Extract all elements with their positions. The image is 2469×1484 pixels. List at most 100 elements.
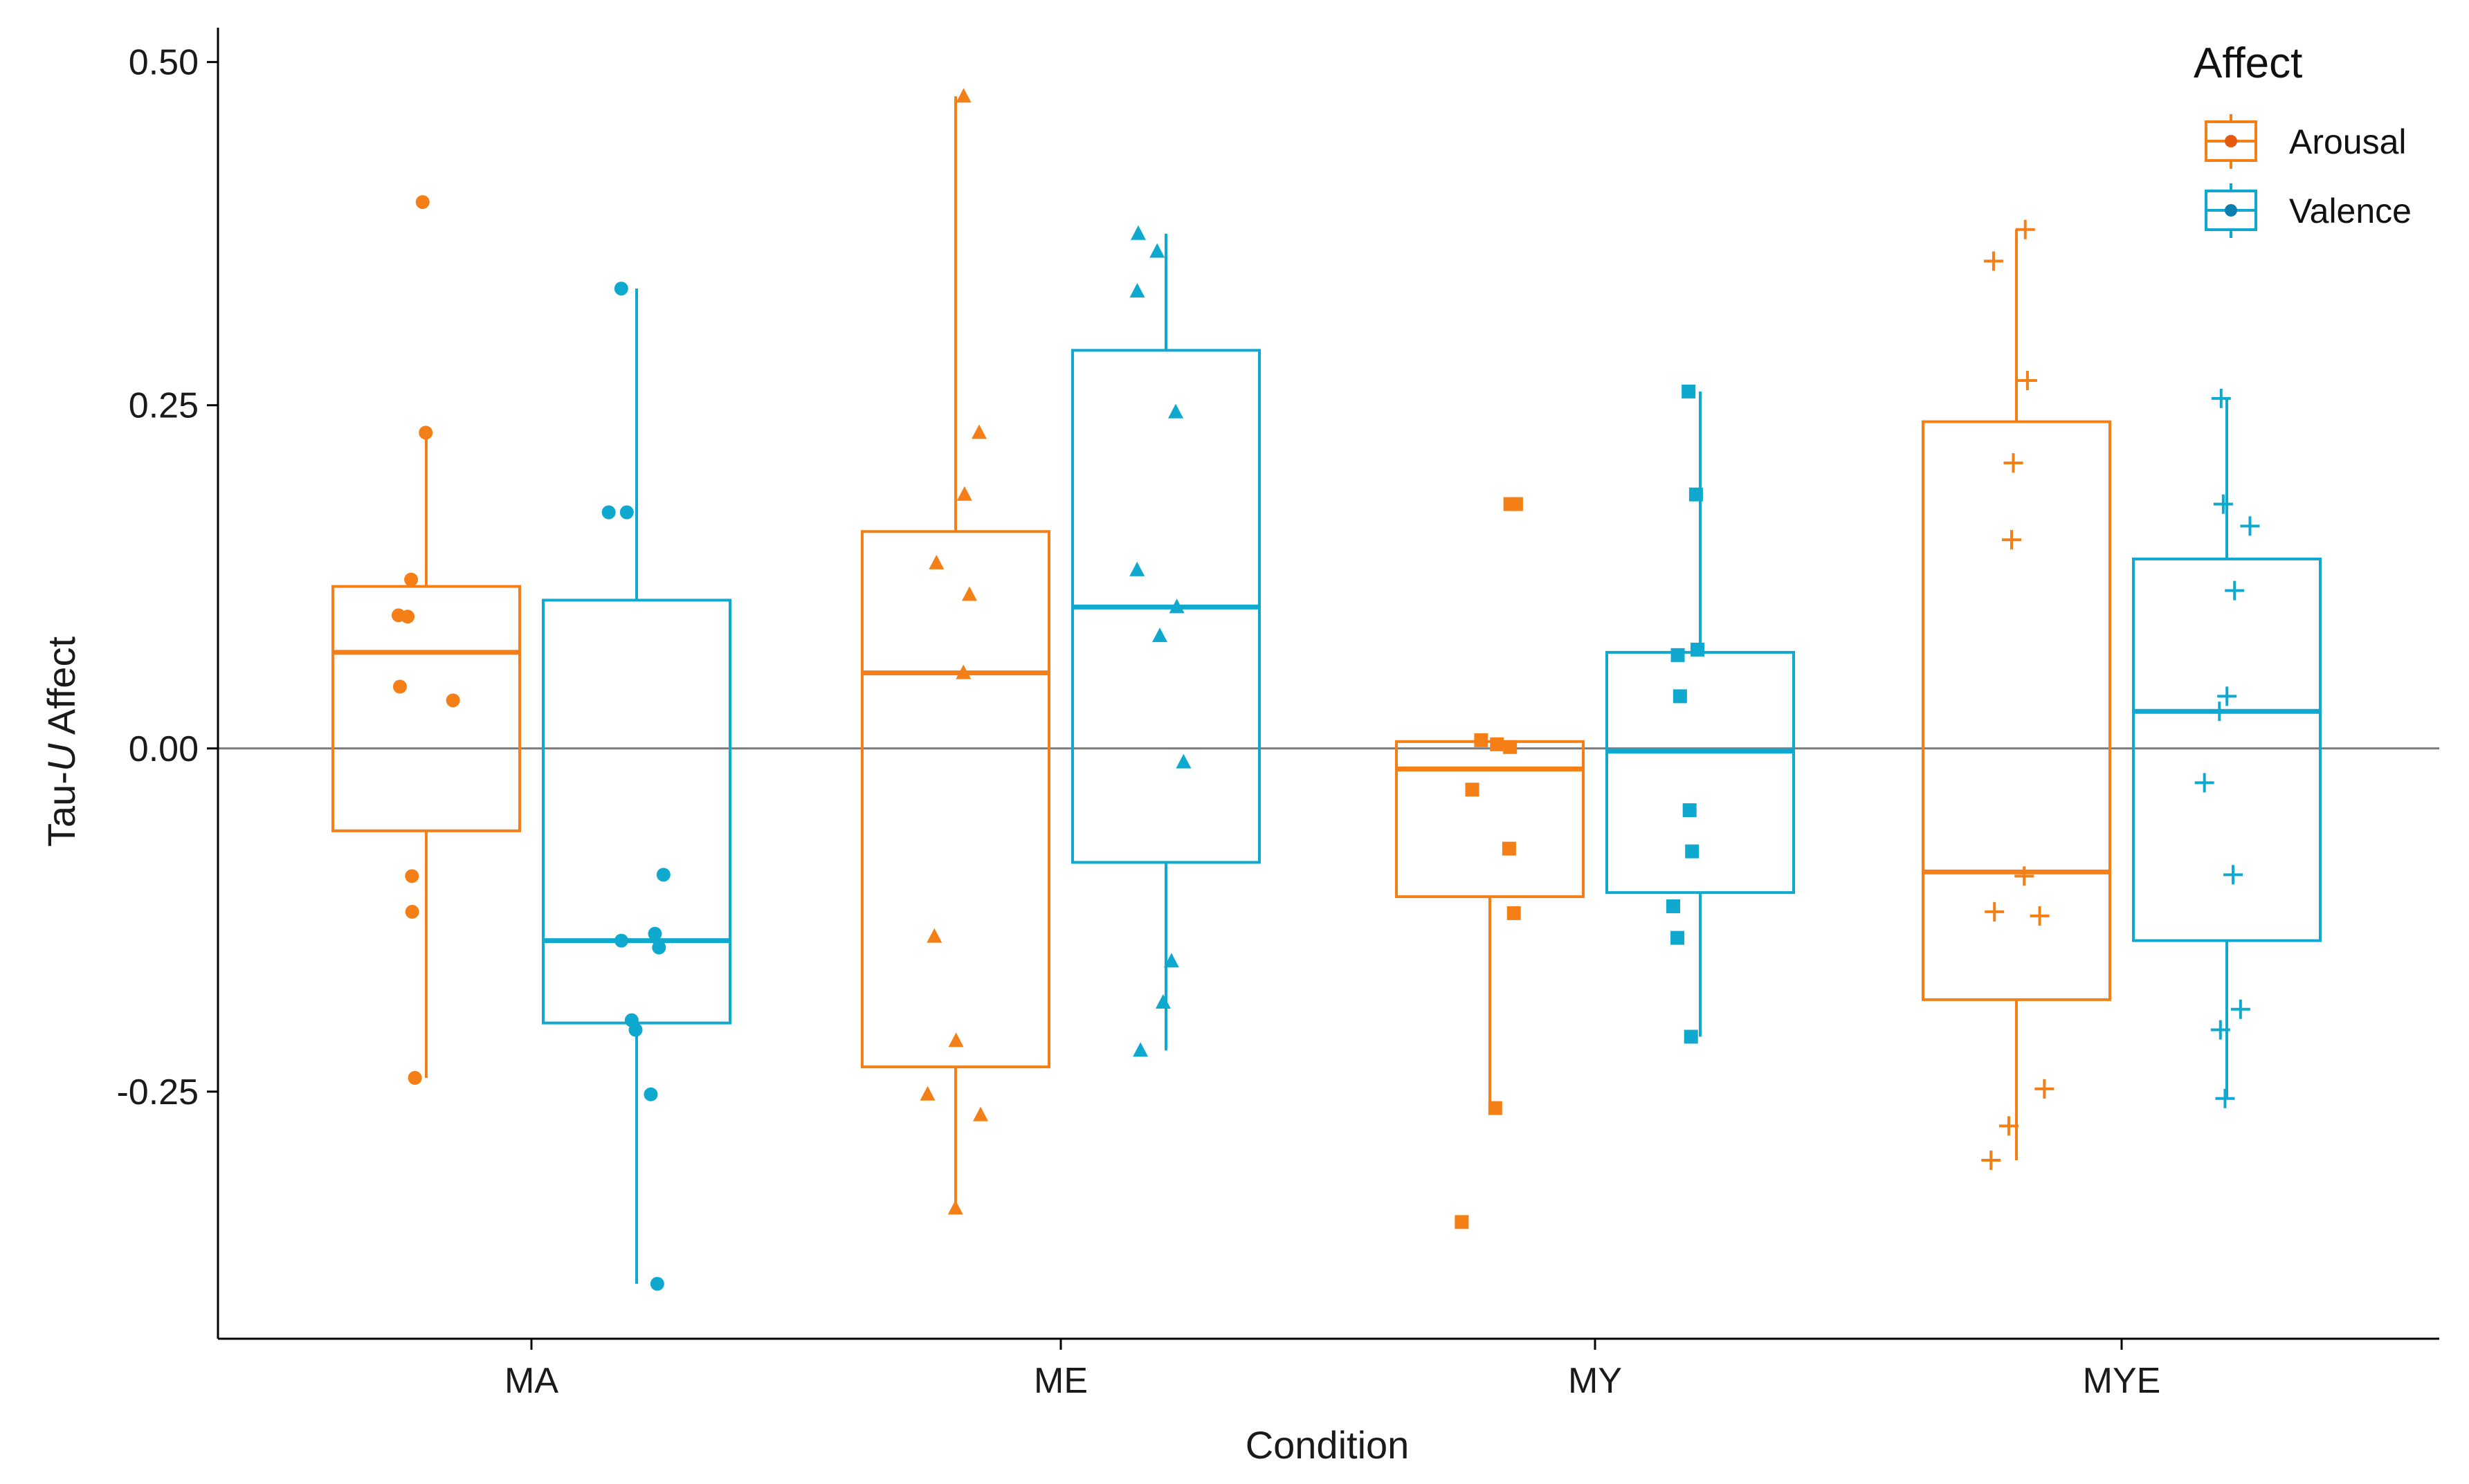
data-point (1488, 1101, 1502, 1115)
data-point (404, 572, 419, 587)
legend-label-arousal: Arousal (2289, 122, 2407, 161)
data-point (2001, 530, 2021, 550)
points-valence-ma (601, 282, 671, 1291)
data-point (971, 424, 987, 439)
x-tick-label: MA (504, 1361, 558, 1401)
points-arousal-ma (391, 195, 460, 1085)
data-point (1682, 803, 1697, 818)
legend-key-valence (2205, 183, 2257, 238)
data-point (415, 195, 430, 210)
data-point (2223, 865, 2243, 885)
data-point (1133, 1042, 1149, 1057)
data-point (1455, 1215, 1469, 1229)
data-point (2015, 219, 2035, 239)
data-point (1670, 931, 1685, 945)
data-point (1691, 642, 1705, 657)
data-point (1688, 487, 1703, 502)
data-point (1673, 689, 1687, 704)
data-point (1685, 844, 1700, 859)
data-point (392, 679, 407, 694)
points-valence-my (1666, 384, 1705, 1044)
data-point (601, 505, 616, 520)
iqr-box (861, 530, 1050, 1069)
points-arousal-mye (1981, 219, 2055, 1171)
axes-layer: 0.50 0.25 0.00 -0.25 MA ME MY MYE (116, 28, 2439, 1401)
data-point (2225, 580, 2245, 601)
y-tick-label: -0.25 (116, 1072, 199, 1112)
data-point (1130, 225, 1146, 240)
iqr-box (2132, 557, 2322, 942)
data-point (956, 88, 972, 103)
y-tick-label: 0.00 (129, 729, 199, 769)
y-axis-title: Tau-U Affect (39, 636, 83, 847)
data-point (628, 1023, 643, 1037)
data-point (947, 1200, 963, 1215)
data-point (961, 586, 977, 601)
iqr-box (542, 598, 731, 1025)
data-point (648, 926, 662, 941)
data-point (973, 1106, 989, 1121)
box-arousal-my (1395, 740, 1585, 1108)
data-point (1176, 753, 1192, 769)
data-point (1474, 733, 1488, 747)
data-point (2030, 906, 2050, 926)
points-valence-mye (2194, 388, 2260, 1108)
data-point (405, 869, 419, 883)
data-point (614, 933, 628, 948)
data-point (446, 693, 460, 708)
data-point (656, 868, 671, 882)
legend-title: Affect (2194, 39, 2302, 87)
points-arousal-me (920, 88, 989, 1215)
data-point (1682, 384, 1696, 399)
data-point (2034, 1079, 2055, 1099)
data-point (1168, 403, 1184, 419)
x-tick-label: MY (1568, 1361, 1622, 1401)
data-point (1503, 497, 1518, 511)
data-point (2210, 702, 2230, 722)
data-point (419, 425, 433, 440)
y-axis-title-italic: U (39, 743, 83, 771)
data-point (2217, 686, 2237, 706)
data-point (1503, 740, 1518, 754)
legend-valence-point (2225, 204, 2237, 217)
data-point (405, 904, 419, 919)
data-point (1490, 737, 1504, 751)
data-point (1155, 993, 1171, 1009)
data-point (2017, 371, 2037, 391)
data-point (2194, 773, 2214, 793)
data-point (1129, 561, 1145, 576)
x-axis-title: Condition (1246, 1423, 1410, 1467)
data-point (644, 1087, 658, 1101)
points-arousal-my (1455, 497, 1523, 1229)
data-point (1670, 648, 1685, 662)
data-point (1163, 953, 1179, 968)
data-point (1983, 251, 2003, 271)
legend-key-arousal (2205, 114, 2257, 169)
data-point (2014, 866, 2034, 886)
y-tick-label: 0.50 (129, 43, 199, 83)
x-tick-label: ME (1034, 1361, 1088, 1401)
data-point (2230, 999, 2250, 1019)
iqr-box (1922, 420, 2111, 1001)
data-point (1502, 841, 1516, 856)
boxes-layer (331, 96, 2322, 1284)
data-point (408, 1071, 422, 1085)
data-point (948, 1032, 964, 1047)
data-point (956, 664, 972, 679)
data-point (2003, 453, 2023, 473)
iqr-box (1395, 740, 1585, 899)
data-point (2211, 388, 2231, 408)
data-point (401, 610, 415, 624)
data-point (2213, 494, 2233, 514)
points-layer (391, 88, 2260, 1291)
iqr-box (1605, 650, 1795, 895)
data-point (920, 1085, 936, 1101)
box-arousal-mye (1922, 229, 2111, 1161)
legend: Affect Arousal Valence (2194, 39, 2412, 238)
data-point (1985, 901, 2005, 922)
data-point (2240, 516, 2260, 536)
data-point (1684, 1029, 1698, 1044)
x-tick-label: MYE (2083, 1361, 2161, 1401)
legend-label-valence: Valence (2289, 192, 2412, 230)
